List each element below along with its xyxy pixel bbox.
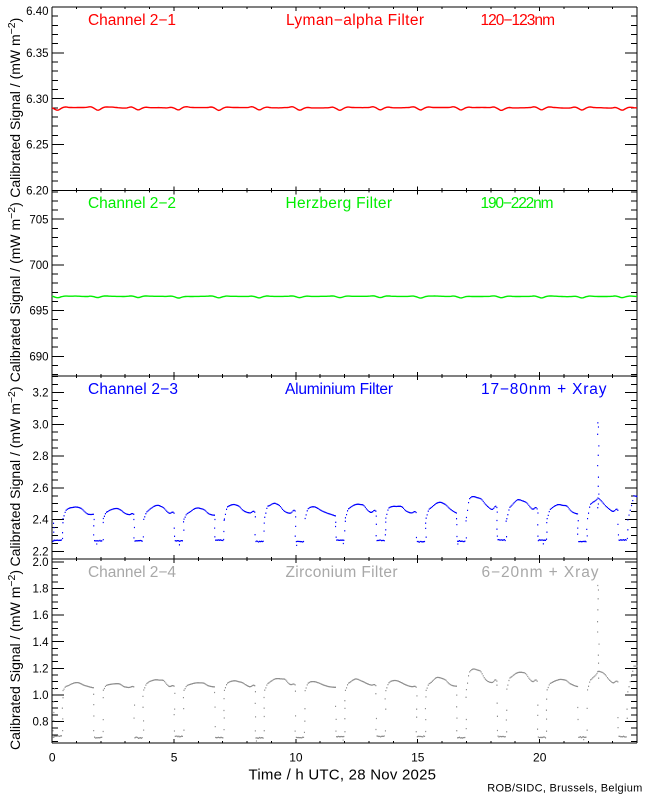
svg-text:17−80nm + Xray: 17−80nm + Xray [481,381,607,398]
svg-text:Channel 2−3: Channel 2−3 [88,381,178,398]
svg-text:705: 705 [29,214,48,226]
svg-text:690: 690 [29,351,48,363]
svg-text:20: 20 [533,750,547,764]
svg-text:ROB/SIDC, Brussels, Belgium: ROB/SIDC, Brussels, Belgium [487,783,642,795]
svg-text:2.6: 2.6 [33,483,49,495]
svg-text:Aluminium Filter: Aluminium Filter [285,381,393,398]
svg-text:Calibrated Signal / (mW m−2): Calibrated Signal / (mW m−2) [6,18,23,198]
svg-text:Channel 2−1: Channel 2−1 [88,12,176,29]
svg-text:1.2: 1.2 [33,663,49,675]
svg-text:3.2: 3.2 [33,388,49,400]
svg-text:2.4: 2.4 [33,515,50,527]
svg-text:Calibrated Signal / (mW m−2): Calibrated Signal / (mW m−2) [6,386,23,566]
svg-text:6.20: 6.20 [26,186,48,198]
svg-text:Time / h UTC, 28 Nov 2025: Time / h UTC, 28 Nov 2025 [249,767,437,784]
svg-text:6.25: 6.25 [26,140,48,152]
svg-text:1.4: 1.4 [33,637,50,649]
svg-text:1.6: 1.6 [33,610,49,622]
svg-text:Lyman−alpha Filter: Lyman−alpha Filter [286,12,424,29]
svg-text:3.0: 3.0 [33,419,49,431]
svg-text:695: 695 [29,306,48,318]
svg-text:190−222nm: 190−222nm [481,195,554,212]
svg-text:1.0: 1.0 [33,690,49,702]
svg-text:Calibrated Signal / (mW m−2): Calibrated Signal / (mW m−2) [6,570,23,750]
svg-text:Channel 2−4: Channel 2−4 [88,564,176,581]
svg-text:0.8: 0.8 [33,717,49,729]
svg-text:2.2: 2.2 [33,547,49,559]
svg-text:6−20nm + Xray: 6−20nm + Xray [482,564,599,581]
svg-text:Channel 2−2: Channel 2−2 [88,195,176,212]
svg-text:120−123nm: 120−123nm [481,12,556,29]
svg-text:5: 5 [171,750,178,764]
svg-text:0: 0 [49,750,56,764]
svg-text:1.8: 1.8 [33,584,49,596]
svg-text:10: 10 [289,750,303,764]
svg-text:6.35: 6.35 [26,48,48,60]
svg-text:2.8: 2.8 [33,451,49,463]
svg-text:2.0: 2.0 [33,557,49,569]
svg-text:Calibrated Signal / (mW m−2): Calibrated Signal / (mW m−2) [6,202,23,382]
svg-text:6.40: 6.40 [26,6,48,18]
svg-text:Herzberg Filter: Herzberg Filter [286,195,393,212]
svg-text:6.30: 6.30 [26,94,48,106]
svg-text:15: 15 [411,750,425,764]
svg-text:700: 700 [29,260,48,272]
svg-text:Zirconium Filter: Zirconium Filter [286,564,398,581]
